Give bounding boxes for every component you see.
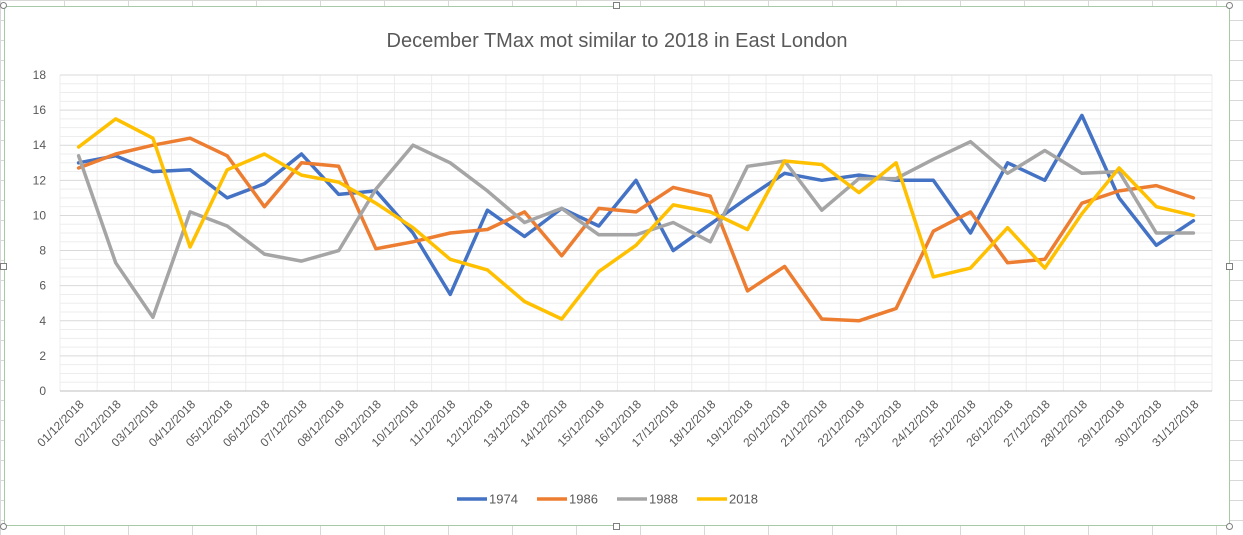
y-tick-label: 2 [39, 349, 46, 363]
y-tick-label: 0 [39, 384, 46, 398]
y-tick-label: 10 [33, 208, 47, 222]
y-tick-label: 4 [39, 314, 46, 328]
legend-label-2018: 2018 [729, 492, 758, 507]
resize-handle-middle-right[interactable] [1226, 263, 1233, 270]
series-line-2018[interactable] [76, 117, 1196, 321]
y-tick-label: 18 [33, 68, 47, 82]
legend-label-1974: 1974 [489, 492, 518, 507]
legend-label-1988: 1988 [649, 492, 678, 507]
y-tick-label: 14 [33, 138, 47, 152]
resize-handle-bottom-left[interactable] [0, 523, 7, 530]
chart-title: December TMax mot similar to 2018 in Eas… [387, 30, 848, 52]
series-line-1986[interactable] [76, 136, 1196, 323]
series-line-1988[interactable] [76, 139, 1196, 320]
y-tick-label: 8 [39, 244, 46, 258]
resize-handle-bottom-right[interactable] [1226, 523, 1233, 530]
y-tick-label: 6 [39, 279, 46, 293]
resize-handle-top-center[interactable] [613, 2, 620, 9]
resize-handle-bottom-center[interactable] [613, 523, 620, 530]
legend-label-1986: 1986 [569, 492, 598, 507]
series-line-1974[interactable] [76, 113, 1196, 297]
resize-handle-middle-left[interactable] [0, 263, 7, 270]
resize-handle-top-left[interactable] [0, 2, 7, 9]
y-tick-label: 12 [33, 173, 47, 187]
resize-handle-top-right[interactable] [1226, 2, 1233, 9]
y-tick-label: 16 [33, 103, 47, 117]
